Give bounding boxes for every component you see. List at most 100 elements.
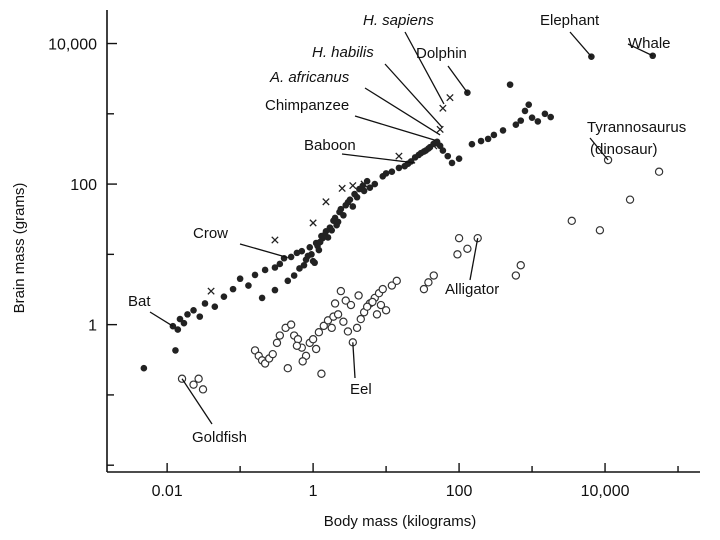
data-points (140, 52, 664, 394)
filled-point (236, 275, 244, 283)
annotation-label: (dinosaur) (590, 141, 658, 158)
open-point (454, 233, 464, 243)
open-point (387, 281, 397, 290)
y-tick-label: 100 (70, 177, 97, 194)
filled-point (308, 251, 315, 258)
open-point (424, 278, 433, 287)
annotation-label: Dolphin (416, 45, 467, 62)
filled-point (401, 162, 409, 170)
filled-point (444, 152, 452, 160)
filled-point (300, 261, 308, 269)
annotation-label: H. habilis (312, 44, 374, 61)
filled-point (298, 247, 306, 255)
open-point (336, 286, 346, 296)
filled-point (448, 159, 456, 167)
cross-point (430, 142, 438, 150)
filled-point (229, 285, 237, 293)
open-point (376, 300, 386, 310)
filled-point (245, 282, 252, 289)
cross-point (338, 184, 346, 192)
annotation-label: H. sapiens (363, 12, 434, 29)
filled-point (258, 294, 266, 302)
filled-point (334, 218, 342, 226)
filled-point (261, 266, 269, 274)
filled-point (366, 184, 374, 191)
annotation-leaders (149, 31, 653, 425)
open-point (419, 284, 429, 294)
filled-point (349, 203, 357, 210)
open-point (311, 344, 321, 354)
filled-point (340, 211, 347, 219)
filled-point (180, 319, 188, 327)
open-point (314, 328, 324, 337)
open-point (327, 323, 336, 333)
y-tick-label: 1 (88, 318, 97, 335)
open-point (308, 335, 318, 344)
annotation-leader (469, 238, 479, 281)
annotation-leader (354, 115, 436, 141)
filled-point (184, 311, 191, 318)
filled-point (172, 347, 179, 354)
filled-point (251, 271, 259, 279)
filled-point (468, 140, 476, 148)
annotation-label: Alligator (445, 281, 499, 298)
annotation-label: Bat (128, 293, 151, 310)
x-tick-label: 100 (446, 483, 473, 500)
annotation-label: Crow (193, 225, 228, 242)
cross-point (360, 180, 368, 188)
filled-point (211, 303, 219, 310)
open-point (356, 314, 365, 324)
open-point (362, 302, 372, 311)
open-point (352, 323, 362, 333)
annotation-leader (384, 63, 443, 128)
cross-point (349, 181, 357, 190)
open-point (275, 331, 285, 340)
filled-point (534, 118, 542, 125)
annotation-label: Goldfish (192, 429, 247, 446)
filled-point (521, 107, 529, 115)
filled-point (351, 190, 358, 198)
open-point (392, 276, 401, 286)
open-point (317, 369, 326, 378)
x-tick-label: 1 (309, 483, 318, 500)
annotation-leader (404, 31, 445, 105)
open-point (339, 317, 348, 326)
open-point (654, 167, 664, 176)
annotation-leader (447, 65, 468, 94)
annotation-leader (149, 311, 174, 327)
filled-point (337, 205, 345, 213)
filled-point (484, 135, 492, 143)
open-point (368, 297, 377, 307)
filled-point (311, 259, 318, 267)
filled-point (371, 180, 379, 188)
y-axis-title: Brain mass (grams) (11, 183, 28, 314)
filled-point (541, 110, 549, 118)
open-point (343, 327, 353, 336)
filled-point (547, 113, 554, 121)
x-tick-label: 10,000 (581, 483, 630, 500)
filled-point (528, 114, 536, 122)
open-point (381, 306, 391, 315)
x-axis-title: Body mass (kilograms) (324, 513, 477, 530)
filled-point (525, 101, 533, 108)
open-point (341, 296, 350, 305)
annotation-label: Whale (628, 35, 671, 52)
filled-point (455, 155, 463, 162)
open-point (625, 195, 635, 204)
cross-point (271, 236, 279, 244)
filled-point (201, 300, 209, 307)
filled-point (328, 226, 336, 234)
annotation-label: Elephant (540, 12, 600, 29)
filled-point (382, 170, 390, 177)
filled-point (220, 293, 228, 300)
cross-point (436, 125, 444, 134)
open-point (283, 363, 292, 373)
filled-point (271, 264, 279, 271)
open-point (516, 261, 525, 270)
open-point (333, 310, 343, 319)
annotation-leader (239, 243, 288, 259)
open-point (463, 244, 472, 253)
open-point (346, 300, 356, 310)
open-point (429, 271, 438, 280)
